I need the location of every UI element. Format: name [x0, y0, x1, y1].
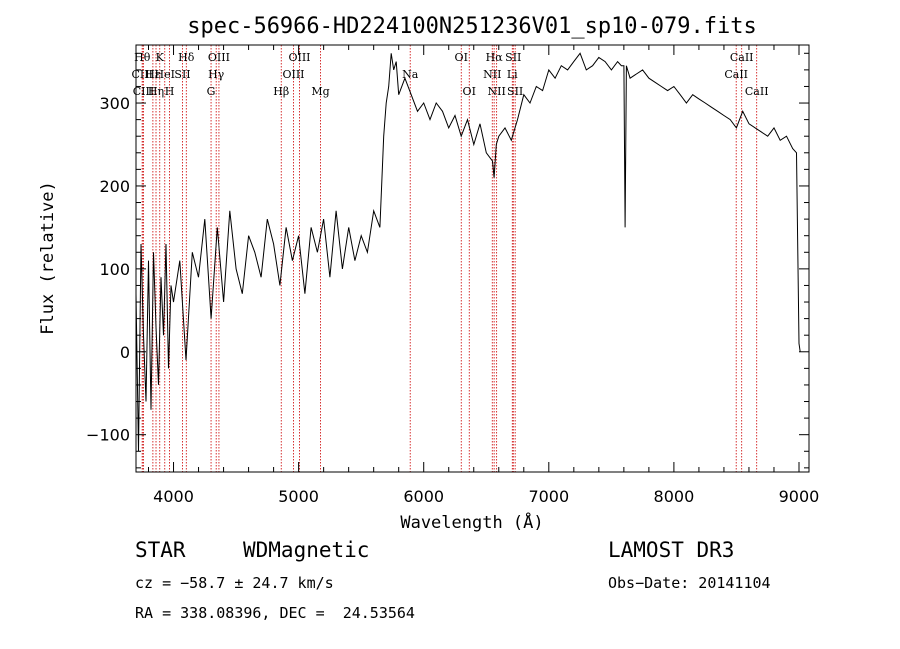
x-tick-label-5: 9000	[779, 487, 820, 506]
y-tick-label-1: 0	[120, 343, 130, 362]
line-label-14: OIII	[282, 68, 304, 81]
line-markers	[141, 45, 758, 472]
line-label-1: CIII	[132, 68, 153, 81]
redshift-label: cz = −58.7 ± 24.7 km/s	[135, 574, 334, 592]
line-label-20: NII	[483, 68, 501, 81]
line-label-6: HeI	[155, 68, 175, 81]
obs-date-label: Obs−Date: 20141104	[608, 574, 771, 592]
line-label-10: G	[207, 85, 216, 98]
line-label-26: CaII	[724, 68, 748, 81]
line-label-2: CIII	[133, 85, 154, 98]
spectrum-chart: spec-56966-HD224100N251236V01_sp10-079.f…	[38, 14, 820, 533]
x-tick-label-0: 4000	[153, 487, 194, 506]
line-label-3: Hε	[145, 68, 161, 81]
line-label-9: Hδ	[178, 51, 195, 64]
ra-dec-label: RA = 338.08396, DEC = 24.53564	[135, 604, 415, 622]
x-tick-label-2: 6000	[403, 487, 444, 506]
x-axis-label: Wavelength (Å)	[400, 511, 543, 533]
line-label-21: Hα	[486, 51, 504, 64]
y-axis: −100 0 100 200 300	[86, 52, 809, 469]
x-axis: 4000 5000 6000 7000 8000 9000	[148, 45, 820, 506]
x-tick-label-3: 7000	[528, 487, 569, 506]
y-tick-label-4: 300	[99, 94, 130, 113]
line-label-0: Hθ	[134, 51, 151, 64]
subclass-label: WDMagnetic	[243, 538, 370, 562]
x-tick-label-4: 8000	[654, 487, 695, 506]
y-tick-label-0: −100	[86, 426, 130, 445]
line-label-13: Hβ	[273, 85, 289, 98]
y-tick-label-3: 200	[99, 177, 130, 196]
line-label-16: Mg	[311, 85, 329, 98]
line-label-15: OIII	[288, 51, 310, 64]
line-label-19: OI	[463, 85, 476, 98]
line-label-24: SII	[505, 51, 521, 64]
flux-series-line	[135, 52, 801, 452]
chart-title: spec-56966-HD224100N251236V01_sp10-079.f…	[187, 14, 757, 39]
line-label-8: SII	[174, 68, 190, 81]
line-label-12: OIII	[208, 51, 230, 64]
line-label-27: CaII	[730, 51, 754, 64]
y-tick-label-2: 100	[99, 260, 130, 279]
survey-label: LAMOST DR3	[608, 538, 735, 562]
line-label-4: Hη	[148, 85, 164, 98]
line-label-11: Hγ	[208, 68, 225, 81]
line-label-7: H	[165, 85, 175, 98]
series-group	[135, 52, 801, 452]
line-label-18: OI	[455, 51, 468, 64]
line-labels: HθCIIICIIIHεHηKHeIHSIIHδGHγOIIIHβOIIIOII…	[132, 51, 769, 98]
class-label: STAR	[135, 538, 186, 562]
line-label-17: Na	[402, 68, 419, 81]
line-label-28: CaII	[745, 85, 769, 98]
line-label-22: NII	[487, 85, 505, 98]
line-label-5: K	[156, 51, 165, 64]
x-tick-label-1: 5000	[278, 487, 319, 506]
plot-frame	[135, 44, 810, 473]
y-axis-label: Flux (relative)	[38, 181, 58, 335]
line-label-25: SII	[507, 85, 523, 98]
line-label-23: Li	[507, 68, 518, 81]
